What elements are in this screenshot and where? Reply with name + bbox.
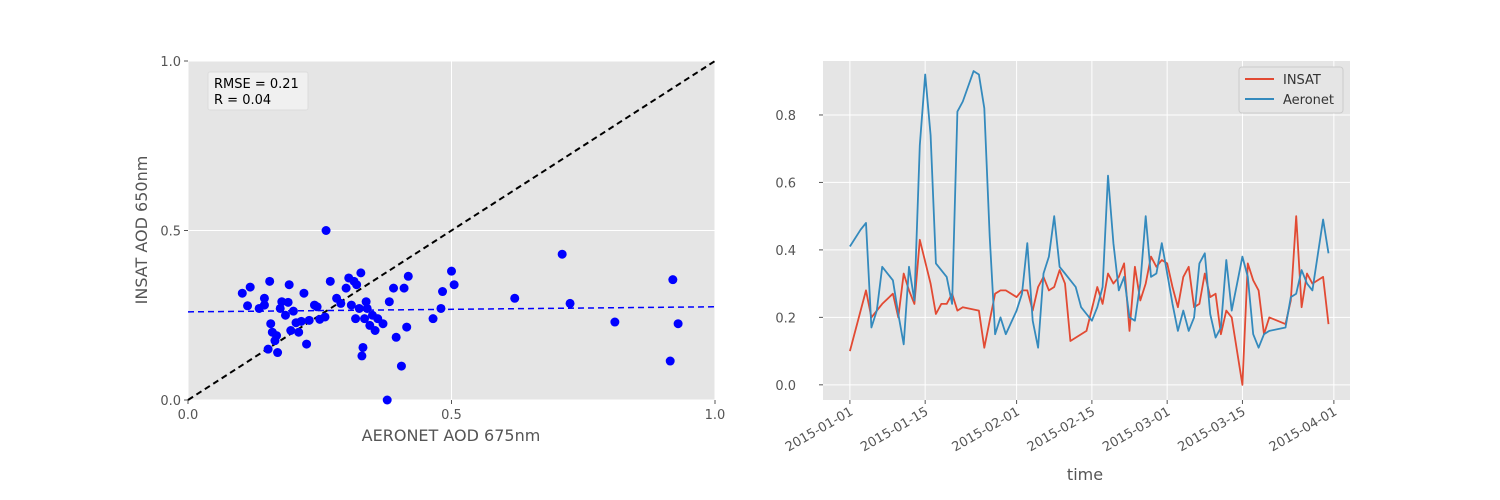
scatter-y-tick-label: 1.0 (160, 55, 181, 70)
legend-insat-label: INSAT (1283, 73, 1321, 88)
timeseries-x-tick-label: 2015-03-01 (1100, 404, 1173, 455)
scatter-point (354, 303, 364, 313)
timeseries-y-tick-label: 0.8 (775, 109, 796, 124)
scatter-x-tick-label: 1.0 (705, 408, 726, 423)
scatter-y-axis-label: INSAT AOD 650nm (132, 156, 151, 305)
scatter-point (321, 226, 331, 235)
scatter-point (263, 344, 273, 354)
timeseries-x-tick-label: 2015-02-15 (1025, 404, 1098, 455)
scatter-point (237, 288, 247, 298)
scatter-point (284, 280, 294, 290)
scatter-point (243, 301, 253, 311)
scatter-x-tick-label: 0.5 (441, 408, 462, 423)
scatter-point (391, 332, 401, 342)
scatter-point (403, 271, 413, 281)
timeseries-gridlines (823, 61, 1350, 400)
scatter-point (325, 276, 335, 286)
annotation-background (207, 71, 309, 111)
scatter-point (296, 316, 306, 326)
scatter-panel: 0.0 0.5 1.00.00.51.0 RMSE = 0.21 R = 0.04 … (132, 55, 725, 445)
scatter-point (312, 302, 322, 312)
scatter-point (272, 331, 282, 341)
legend: INSAT Aeronet (1238, 66, 1344, 114)
scatter-point (320, 312, 330, 322)
scatter-point (266, 319, 276, 329)
timeseries-x-tick-label: 2015-03-15 (1176, 404, 1249, 455)
scatter-point (341, 283, 351, 293)
scatter-point (436, 303, 446, 313)
scatter-point (245, 282, 255, 292)
scatter-point (510, 293, 520, 303)
scatter-tick-labels: 0.0 0.5 1.0 0.0 0.5 1.0 (160, 55, 725, 423)
scatter-y-tick-label: 0.5 (160, 225, 181, 240)
scatter-point (362, 303, 372, 313)
scatter-x-tick-label: 0.0 (178, 408, 199, 423)
legend-aeronet-label: Aeronet (1283, 93, 1334, 108)
timeseries-x-tick-label: 2015-01-15 (858, 404, 931, 455)
regression-fit-line (187, 306, 716, 313)
scatter-point (358, 342, 368, 352)
scatter-point (399, 283, 409, 293)
scatter-point (259, 300, 269, 310)
scatter-point (557, 249, 567, 259)
scatter-point (382, 395, 392, 405)
scatter-point (286, 326, 296, 336)
scatter-point (361, 297, 371, 307)
scatter-point (259, 293, 269, 303)
scatter-point (273, 348, 283, 358)
scatter-point (438, 287, 448, 297)
timeseries-y-tick-label: 0.0 (775, 379, 796, 394)
timeseries-x-axis-label: time (1067, 465, 1103, 484)
scatter-point (346, 300, 356, 310)
scatter-point (336, 298, 346, 308)
timeseries-lines (849, 70, 1330, 386)
scatter-point (280, 310, 290, 320)
timeseries-y-tick-label: 0.2 (775, 311, 796, 326)
scatter-point (396, 361, 406, 371)
timeseries-plot-area (823, 61, 1350, 400)
scatter-point (352, 280, 362, 290)
scatter-point (299, 288, 309, 298)
series-line-aeronet (849, 70, 1330, 349)
timeseries-panel: 2015-01-01 2015-01-15 2015-02-01 2015-02-15… (775, 61, 1350, 484)
scatter-point (283, 297, 293, 307)
scatter-point (357, 351, 367, 361)
scatter-point (265, 276, 275, 286)
scatter-point (351, 314, 361, 324)
timeseries-x-tick-label: 2015-02-01 (950, 404, 1023, 455)
scatter-point (288, 306, 298, 316)
scatter-point (389, 283, 399, 293)
scatter-point (447, 266, 456, 276)
scatter-point (378, 319, 388, 329)
timeseries-y-tick-label: 0.6 (775, 176, 796, 191)
annotation-rmse: RMSE = 0.21 (214, 77, 299, 92)
scatter-annotation-box: RMSE = 0.21 R = 0.04 (207, 71, 309, 111)
timeseries-x-tick-label: 2015-01-01 (783, 404, 856, 455)
scatter-point (449, 280, 459, 290)
timeseries-y-tick-label: 0.4 (775, 244, 796, 259)
series-line-insat (849, 215, 1330, 386)
scatter-point (428, 314, 438, 324)
scatter-point (304, 315, 314, 325)
scatter-point (275, 303, 285, 313)
scatter-point (665, 356, 675, 366)
scatter-y-tick-label: 0.0 (160, 394, 181, 409)
scatter-points (237, 226, 683, 405)
scatter-point (294, 327, 304, 337)
scatter-x-axis-label: AERONET AOD 675nm (362, 426, 541, 445)
scatter-point (360, 314, 370, 324)
scatter-point (402, 322, 412, 332)
scatter-point (668, 275, 678, 285)
annotation-r: R = 0.04 (214, 93, 271, 108)
scatter-point (610, 317, 620, 327)
scatter-point (673, 319, 683, 329)
scatter-point (384, 297, 394, 307)
scatter-point (370, 326, 380, 336)
scatter-point (302, 339, 312, 349)
timeseries-x-tick-label: 2015-04-01 (1267, 404, 1340, 455)
scatter-point (356, 268, 366, 278)
scatter-point (565, 298, 575, 308)
